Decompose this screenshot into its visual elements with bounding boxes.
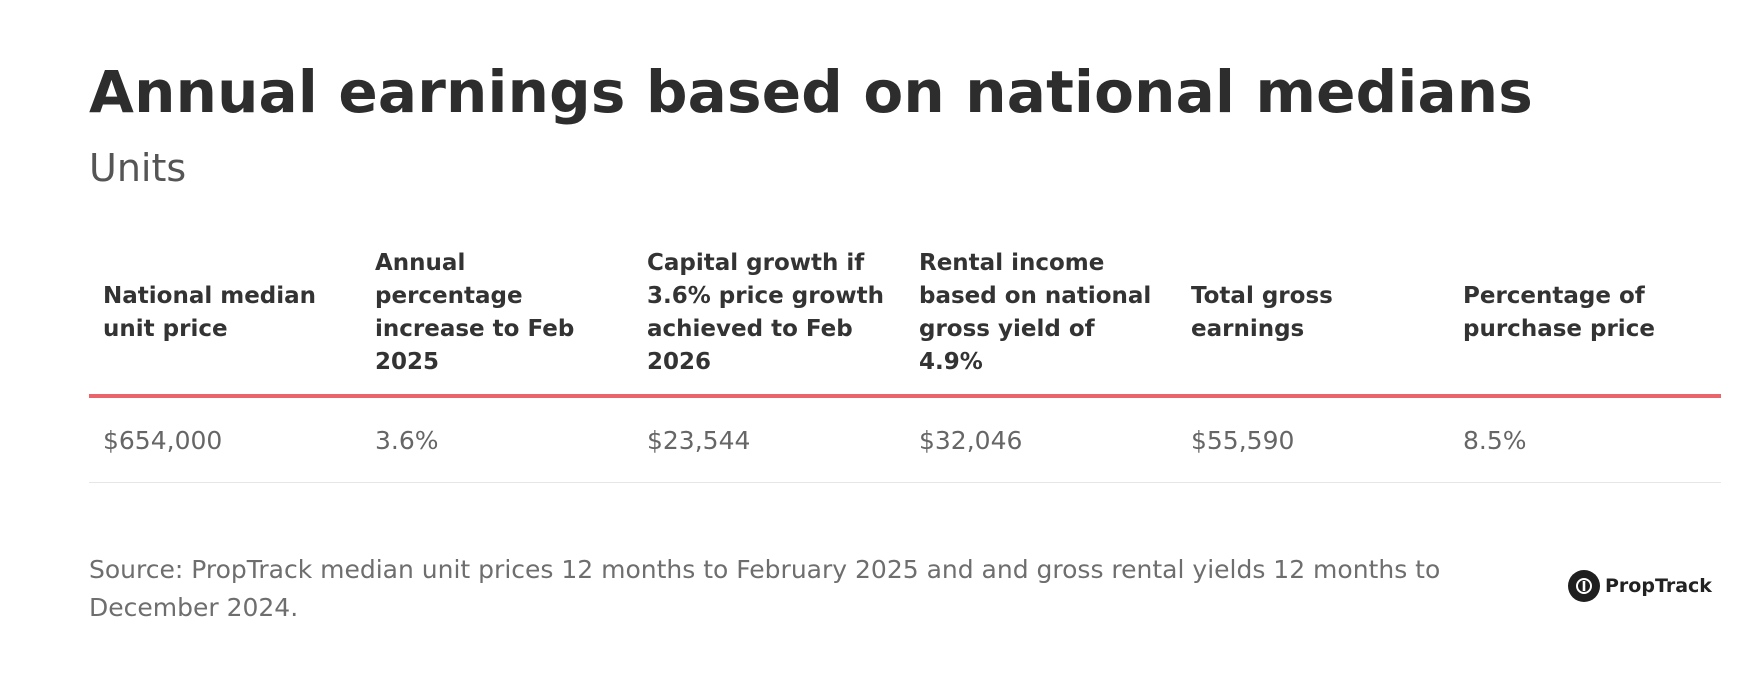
- table-cell: $23,544: [633, 396, 905, 483]
- table-cell: 3.6%: [361, 396, 633, 483]
- column-header: Rental income based on national gross yi…: [905, 240, 1177, 398]
- chart-title: Annual earnings based on national median…: [89, 58, 1534, 126]
- column-header: Annual percentage increase to Feb 2025: [361, 240, 633, 398]
- table-cell: $32,046: [905, 396, 1177, 483]
- column-header: Capital growth if 3.6% price growth achi…: [633, 240, 905, 398]
- table-cell: $654,000: [89, 396, 361, 483]
- proptrack-logo-icon: [1568, 570, 1600, 602]
- table-cell: $55,590: [1177, 396, 1449, 483]
- table-header-row: National median unit price Annual percen…: [89, 240, 1721, 398]
- table-row: $654,000 3.6% $23,544 $32,046 $55,590 8.…: [89, 396, 1721, 483]
- column-header: Total gross earnings: [1177, 240, 1449, 398]
- column-header: National median unit price: [89, 240, 361, 398]
- chart-subtitle: Units: [89, 146, 187, 190]
- source-note: Source: PropTrack median unit prices 12 …: [89, 555, 1441, 622]
- earnings-table: National median unit price Annual percen…: [89, 240, 1721, 483]
- proptrack-logo: PropTrack: [1568, 570, 1712, 602]
- logo-text: PropTrack: [1605, 575, 1712, 597]
- column-header: Percentage of purchase price: [1449, 240, 1721, 398]
- table-cell: 8.5%: [1449, 396, 1721, 483]
